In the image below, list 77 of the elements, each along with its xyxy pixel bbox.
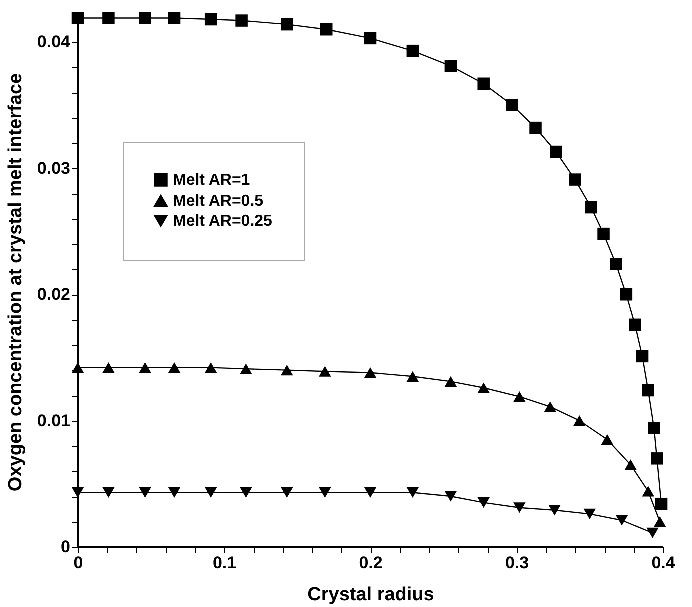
x-tick-label: 0.2 xyxy=(359,554,383,572)
x-tick-label: 0.3 xyxy=(505,554,530,572)
point xyxy=(204,487,218,498)
point xyxy=(585,201,598,214)
point xyxy=(444,491,458,502)
point xyxy=(240,487,252,498)
point xyxy=(364,368,377,378)
point xyxy=(72,12,84,24)
x-axis-title: Crystal radius xyxy=(308,584,434,606)
point xyxy=(364,32,377,45)
point xyxy=(204,362,218,374)
point xyxy=(72,487,84,498)
point xyxy=(610,258,622,270)
point xyxy=(406,371,420,382)
point xyxy=(646,528,659,538)
point xyxy=(584,508,596,520)
point xyxy=(624,460,637,470)
x-tick-label: 0.4 xyxy=(652,554,676,572)
point xyxy=(651,452,664,465)
point xyxy=(636,350,649,363)
point xyxy=(444,376,458,387)
point xyxy=(168,12,181,24)
point xyxy=(406,44,420,58)
point xyxy=(642,384,654,397)
point xyxy=(629,318,642,332)
point xyxy=(139,12,152,24)
point xyxy=(444,60,458,72)
point xyxy=(320,23,333,36)
point xyxy=(654,516,666,528)
point xyxy=(598,228,610,240)
point xyxy=(574,416,586,426)
point xyxy=(642,486,654,497)
point xyxy=(281,18,294,31)
point xyxy=(478,498,490,508)
x-tick-label: 0.1 xyxy=(212,554,237,572)
point xyxy=(319,487,332,498)
point xyxy=(102,487,115,498)
point xyxy=(620,288,633,301)
point xyxy=(478,78,490,90)
point xyxy=(281,365,294,376)
point xyxy=(281,487,294,498)
point xyxy=(102,12,115,24)
point xyxy=(506,99,518,112)
legend-label: Melt AR=0.5 xyxy=(173,193,264,210)
point xyxy=(616,515,628,526)
point xyxy=(236,14,248,27)
x-tick-label: 0 xyxy=(74,554,84,572)
y-tick-label: 0 xyxy=(61,538,70,556)
legend-label: Melt AR=1 xyxy=(173,172,250,189)
point xyxy=(569,174,582,186)
point xyxy=(514,392,526,402)
point xyxy=(240,364,252,374)
point xyxy=(364,487,377,498)
point xyxy=(72,362,84,374)
y-axis-title: Oxygen concentration at crystal melt interface xyxy=(5,73,26,492)
y-tick-label: 0.02 xyxy=(37,285,70,304)
point xyxy=(655,498,668,510)
y-tick-label: 0.04 xyxy=(37,32,72,52)
point xyxy=(168,362,181,374)
point xyxy=(168,487,181,498)
point xyxy=(406,487,420,498)
point xyxy=(102,362,115,374)
point xyxy=(601,434,614,446)
point xyxy=(139,362,152,374)
point xyxy=(648,422,660,435)
legend-label: Melt AR=0.25 xyxy=(173,213,273,230)
point xyxy=(530,122,542,134)
point xyxy=(139,487,152,498)
point xyxy=(514,502,526,514)
point xyxy=(204,13,218,26)
point xyxy=(478,382,490,394)
point xyxy=(548,505,561,516)
point xyxy=(319,366,332,377)
y-tick-label: 0.03 xyxy=(37,158,70,178)
point xyxy=(550,146,562,158)
y-tick-label: 0.01 xyxy=(37,411,70,430)
point xyxy=(544,402,557,412)
